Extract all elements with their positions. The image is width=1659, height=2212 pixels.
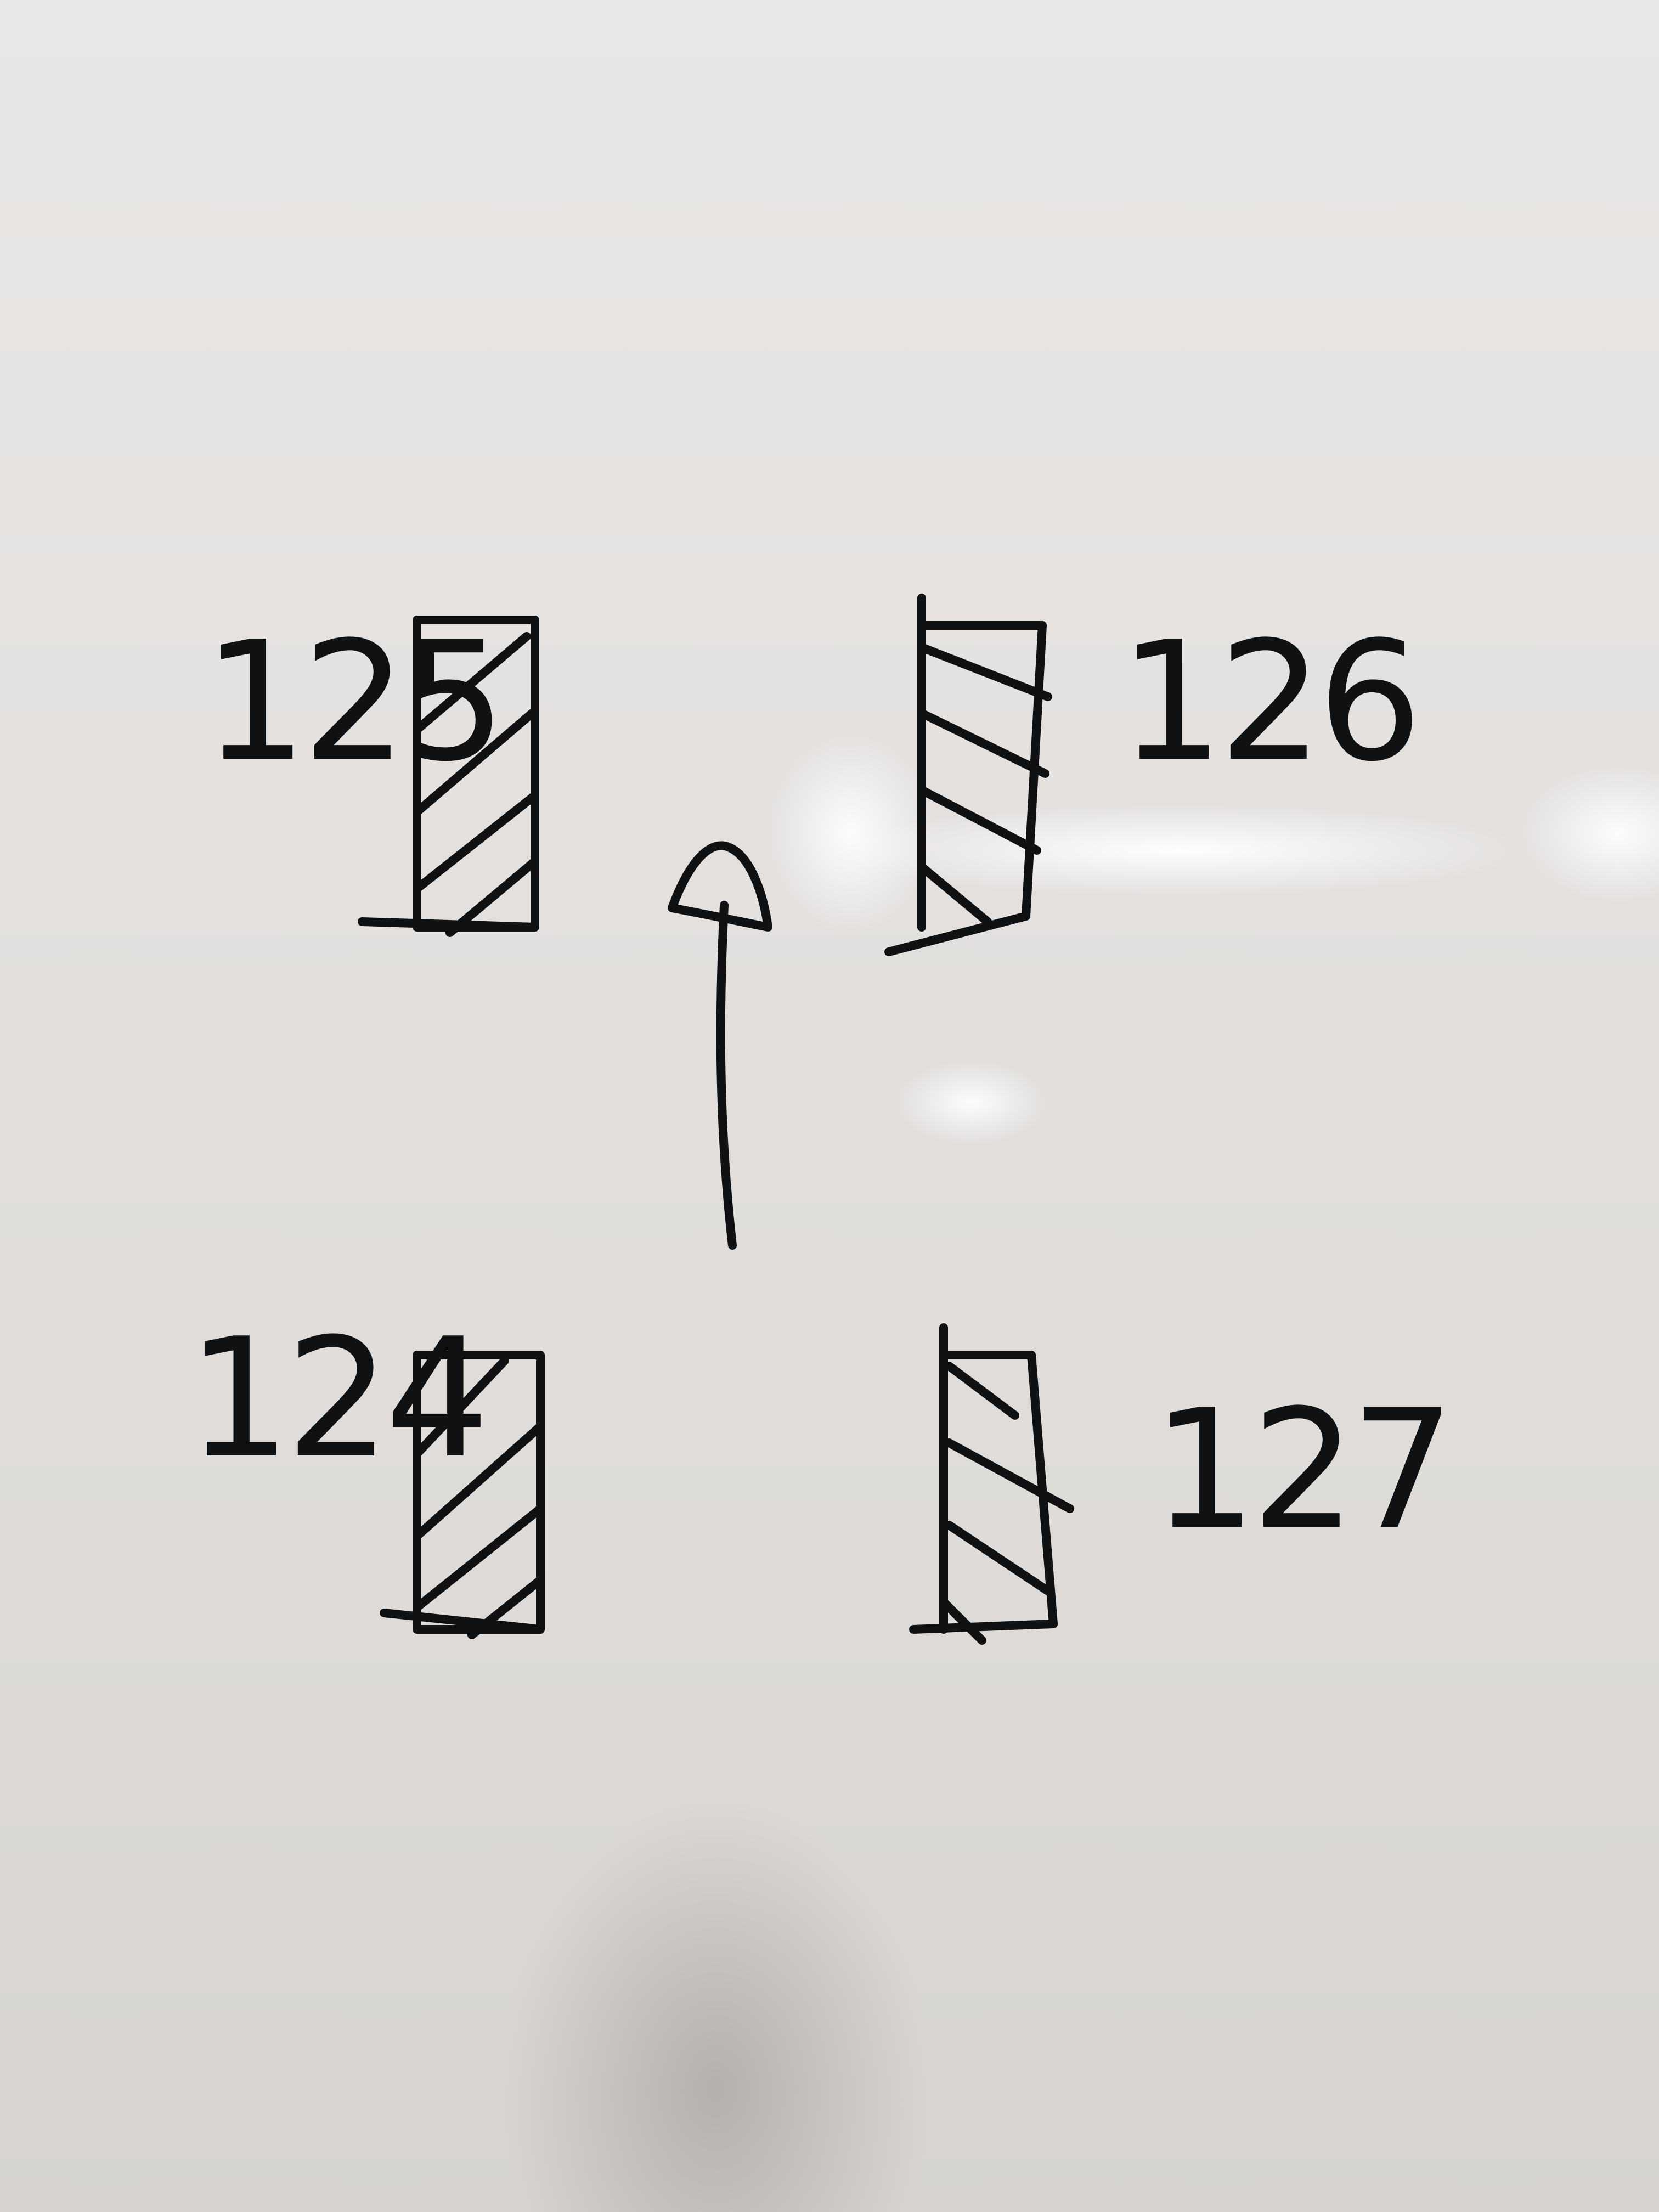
box-124	[380, 1351, 545, 1639]
label-124: 124	[187, 1303, 490, 1494]
box-126	[884, 594, 1052, 956]
label-125: 125	[203, 606, 506, 798]
label-126: 126	[1119, 606, 1423, 798]
label-127: 127	[1152, 1374, 1455, 1566]
shadow	[428, 1591, 1004, 2212]
box-125	[358, 616, 539, 937]
up-arrow-icon	[668, 841, 772, 1250]
box-127	[909, 1323, 1074, 1645]
